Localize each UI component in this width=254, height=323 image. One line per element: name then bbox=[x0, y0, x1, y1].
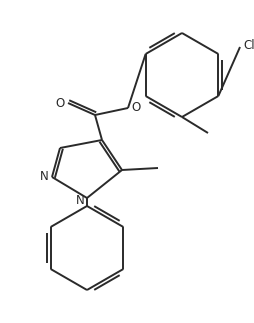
Text: N: N bbox=[39, 170, 48, 182]
Text: Cl: Cl bbox=[242, 38, 254, 51]
Text: N: N bbox=[75, 193, 84, 206]
Text: O: O bbox=[131, 100, 140, 113]
Text: O: O bbox=[55, 97, 64, 109]
